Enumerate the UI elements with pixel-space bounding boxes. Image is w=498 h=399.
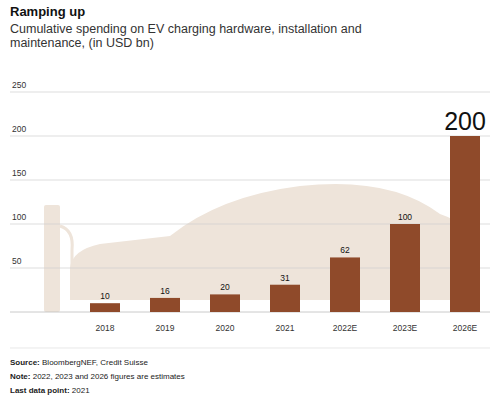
last-data-point: Last data point: 2021 [10,386,90,395]
y-tick-label: 150 [12,168,26,178]
note: Note: 2022, 2023 and 2026 figures are es… [10,372,185,381]
subtitle: Cumulative spending on EV charging hardw… [10,22,362,36]
x-tick-label: 2021 [276,323,295,333]
x-tick-label: 2018 [96,323,115,333]
y-tick-label: 50 [12,256,22,266]
y-tick-label: 100 [12,212,26,222]
data-label: 10 [100,291,110,301]
data-label: 62 [340,245,350,255]
x-tick-label: 2020 [216,323,235,333]
bar [390,224,420,312]
x-tick-label: 2026E [453,323,478,333]
background-illustration [44,184,480,312]
x-tick-label: 2022E [333,323,358,333]
charger-cable [60,226,72,268]
x-tick-label: 2019 [156,323,175,333]
grid-line [10,92,490,93]
bar [270,285,300,312]
x-tick-label: 2023E [393,323,418,333]
data-label: 200 [444,107,486,135]
bar [330,257,360,312]
subtitle: maintenance, (in USD bn) [10,36,154,50]
bar [90,303,120,312]
note-text: 2022, 2023 and 2026 figures are estimate… [30,372,184,381]
data-label: 20 [220,282,230,292]
footer-rule [10,348,490,349]
grid-line [10,136,490,137]
bar [210,294,240,312]
data-label: 31 [280,273,290,283]
source-text: BloombergNEF, Credit Suisse [40,358,149,367]
bar [450,136,480,312]
chart: Ramping up Cumulative spending on EV char… [0,0,498,399]
data-label: 16 [160,286,170,296]
note-label: Note: [10,372,30,381]
bar [150,298,180,312]
data-label: 100 [398,212,412,222]
title: Ramping up [10,4,85,19]
last-data-point-text: 2021 [70,386,91,395]
source: Source: BloombergNEF, Credit Suisse [10,358,148,367]
y-tick-label: 200 [12,124,26,134]
bars [90,136,480,312]
last-data-point-label: Last data point: [10,386,70,395]
charger-silhouette [44,205,60,312]
grid-line [10,180,490,181]
y-tick-label: 250 [12,80,26,90]
source-label: Source: [10,358,40,367]
